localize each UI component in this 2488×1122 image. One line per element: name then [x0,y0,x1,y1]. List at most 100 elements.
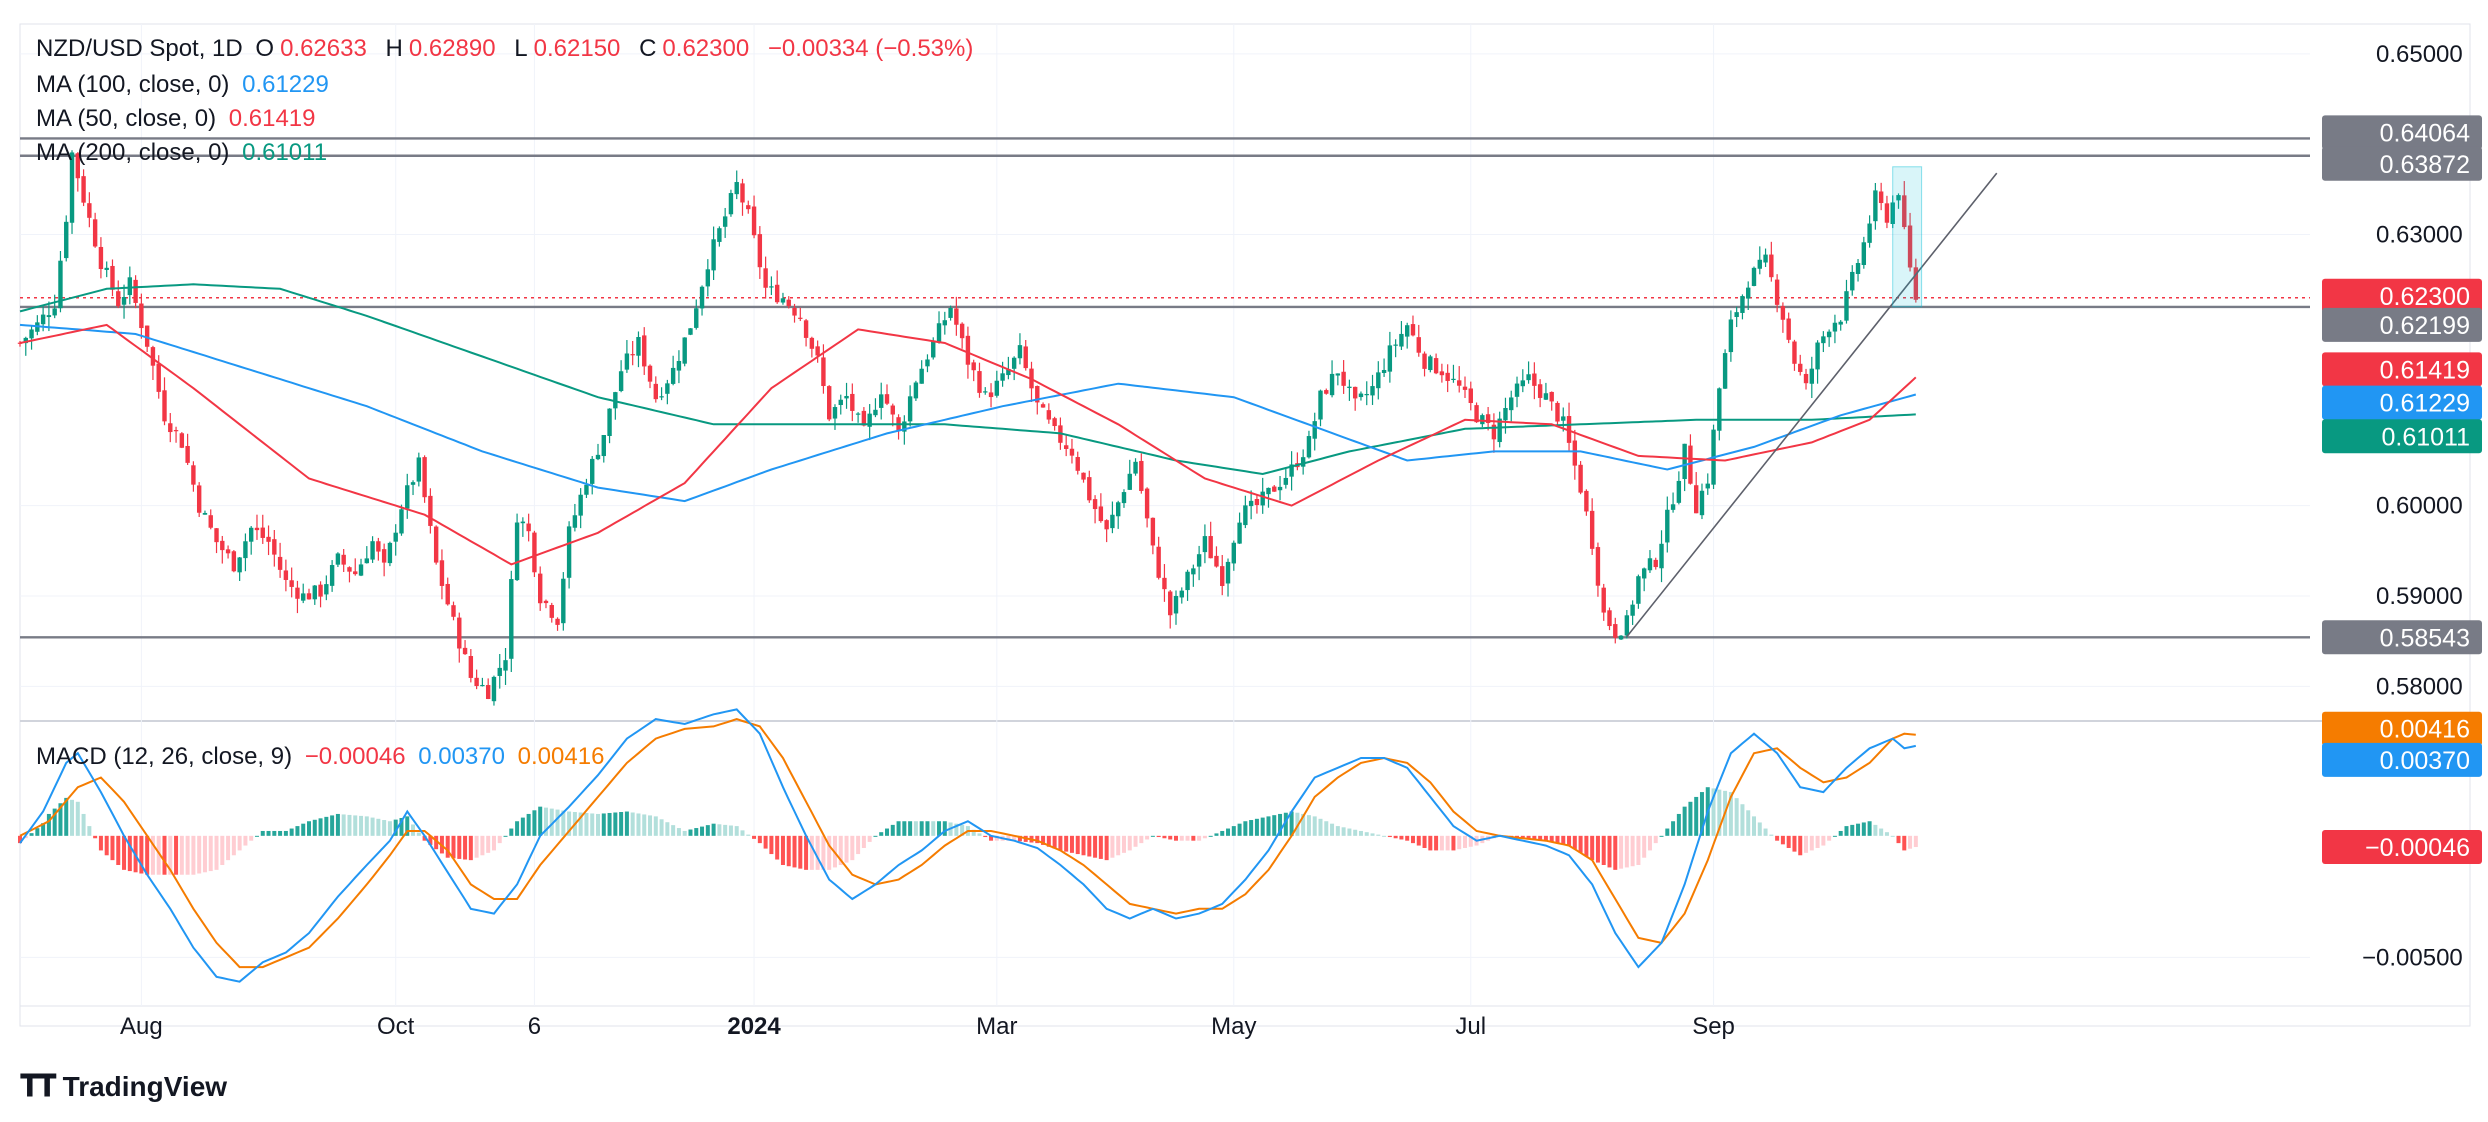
candle [1329,360,1335,398]
histogram-bar [752,835,757,839]
macd-tag: 0.00416 [2322,711,2482,746]
candle [249,526,254,555]
ma200-legend[interactable]: MA (200, close, 0) 0.61011 [36,138,333,168]
histogram-bar [1902,835,1907,851]
candle [422,455,427,503]
macd-legend[interactable]: MACD (12, 26, close, 9) −0.00046 0.00370… [36,742,610,772]
candle-body [1075,457,1080,471]
histogram-bar [775,835,780,860]
candle-body [1821,336,1826,344]
ma100-legend[interactable]: MA (100, close, 0) 0.61229 [36,70,335,100]
histogram-bar [1087,835,1092,857]
histogram-bar [1318,818,1323,836]
histogram-bar [1809,835,1814,851]
histogram-bar [1757,822,1762,836]
candle [520,517,526,537]
candle [913,380,919,401]
candle [786,296,791,309]
candle [58,250,63,313]
candle [329,560,335,592]
candle-body [867,413,872,427]
histogram-bar [226,835,231,861]
price-tag-text: 0.61419 [2380,356,2470,384]
candle-body [1485,414,1491,423]
candle [283,559,289,592]
candle [1011,356,1017,381]
candle-body [1780,306,1786,320]
histogram-bar [46,813,51,836]
candle [405,473,410,519]
candle [1295,452,1300,471]
tradingview-brand[interactable]: 𝐓𝐓 TradingView [20,1070,227,1104]
candle [1532,362,1537,400]
candle-body [1139,460,1144,491]
candle-body [1017,345,1023,359]
price-tag-text: 0.64064 [2380,119,2470,147]
histogram-bar [1578,835,1583,853]
candle [410,480,416,496]
candle-body [295,587,300,599]
histogram-bar [1324,821,1329,836]
candle-body [485,685,491,700]
candle-body [1792,341,1797,364]
candle-body [185,445,190,463]
histogram-bar [237,835,242,851]
candle [52,294,57,319]
histogram-bar [1520,835,1525,839]
candle [555,617,560,631]
candle-body [231,551,237,572]
candle [717,226,722,247]
candle-body [81,176,86,203]
histogram-bar [260,830,265,836]
candle [1896,193,1901,209]
candle [746,200,751,214]
histogram-bar [1821,835,1826,846]
candle-body [1277,486,1283,491]
histogram-bar [792,835,797,868]
candle-body [23,337,28,344]
candle-body [983,391,988,393]
candle [1370,374,1375,405]
candle [792,303,797,323]
candle-body [1254,499,1260,506]
candle-body [1035,386,1040,403]
histogram-bar [890,824,895,836]
candle-body [850,393,855,411]
candle [104,261,109,278]
histogram-bar [1624,835,1629,868]
price-tag: 0.61011 [2322,419,2482,454]
candle-body [861,410,867,426]
candle-body [1191,568,1196,575]
candle-body [659,396,664,398]
candle-body [1393,344,1398,346]
candle-body [341,554,346,565]
histogram-bar [1613,835,1618,870]
candle-body [1798,363,1803,372]
candle-body [243,541,248,559]
candle [208,509,213,530]
histogram-bar [1174,835,1178,841]
histogram-bar [1081,835,1086,856]
candle-body [416,457,422,482]
candle-body [1011,357,1017,369]
candle-body [769,286,774,288]
histogram-bar [1220,830,1225,836]
price-axis-tick: 0.58000 [2376,673,2463,700]
histogram-bar [1451,835,1456,851]
candle-body [1850,271,1855,291]
candle-body [1289,464,1294,477]
candle [1705,473,1710,495]
candle-body [803,320,809,338]
histogram-bar [376,818,381,836]
candle-body [428,495,433,526]
candle [485,678,491,700]
candle-body [907,396,913,422]
candle [1324,388,1329,395]
candle-body [1324,390,1329,394]
candle-body [393,532,398,542]
candle [919,360,924,384]
ma50-legend[interactable]: MA (50, close, 0) 0.61419 [36,104,322,134]
candle-body [1116,502,1121,517]
candle-body [774,284,780,303]
